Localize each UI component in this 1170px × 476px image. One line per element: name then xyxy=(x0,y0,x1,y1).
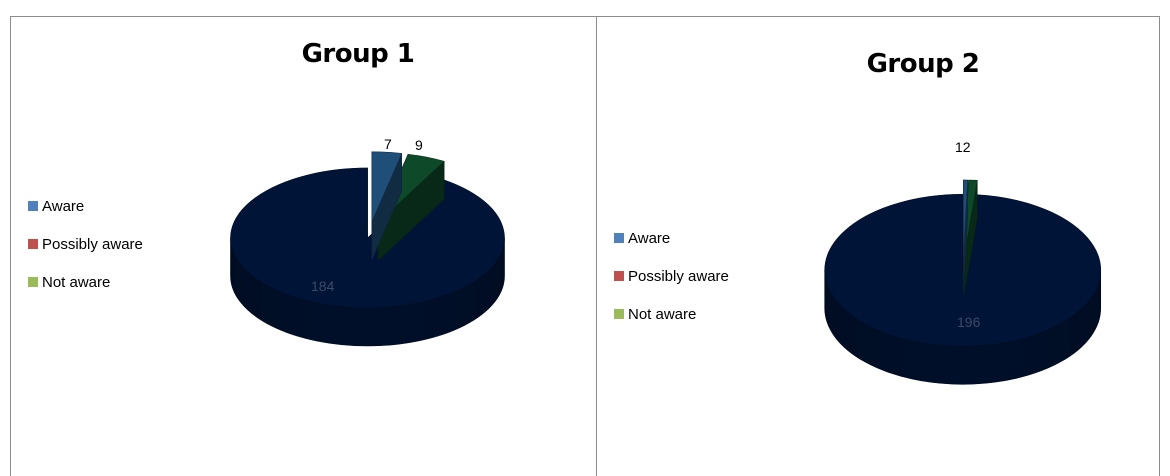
pie-top-face xyxy=(371,151,403,222)
pie-chart-group-2: 196 12 xyxy=(824,139,1102,385)
legend-swatch-aware xyxy=(28,201,38,211)
legend-swatch-possibly-aware xyxy=(28,239,38,249)
pie-data-label: 196 xyxy=(957,314,981,330)
pie-slice-aware xyxy=(963,179,968,295)
pie-data-label: 9 xyxy=(415,137,423,153)
pie-data-label: 12 xyxy=(955,139,971,155)
legend: Aware Possibly aware Not aware xyxy=(28,198,143,312)
pie-wall-shade xyxy=(1048,317,1071,368)
legend-label: Aware xyxy=(628,230,671,247)
legend-item-not-aware: Not aware xyxy=(614,306,729,344)
pie-wall-shade xyxy=(474,268,491,320)
legend-item-aware: Aware xyxy=(28,198,143,236)
pie-wall-shade xyxy=(490,253,502,307)
legend-item-possibly-aware: Possibly aware xyxy=(614,268,729,306)
pie-slice-not-aware xyxy=(824,194,1102,385)
pie-wall-shade xyxy=(838,303,855,356)
pie-wall-shade xyxy=(993,338,1023,383)
pie-data-label: 7 xyxy=(384,136,392,152)
pie-wall-shade xyxy=(308,301,338,345)
legend-swatch-possibly-aware xyxy=(614,271,624,281)
pie-wall-shade xyxy=(962,344,994,385)
pie-wall-shade xyxy=(854,317,877,368)
legend-label: Not aware xyxy=(628,306,697,323)
legend-swatch-aware xyxy=(614,233,624,243)
pie-wall-shade xyxy=(337,306,368,346)
pie-top-face xyxy=(963,179,978,257)
pie-wall-shade xyxy=(1022,329,1049,377)
pie-wall-shade xyxy=(1070,303,1088,356)
pie-top-face xyxy=(963,179,968,257)
pie-wall-shade xyxy=(397,301,427,345)
legend-label: Possibly aware xyxy=(628,268,729,285)
legend-item-not-aware: Not aware xyxy=(28,274,143,312)
pie-wall-shade xyxy=(452,281,475,331)
pie-chart-group-1: 7 9 184 xyxy=(230,136,505,347)
chart-title: Group 2 xyxy=(866,49,980,79)
pie-wall-shade xyxy=(932,344,963,385)
legend-label: Possibly aware xyxy=(42,236,143,253)
pie-wall-shade xyxy=(828,287,839,342)
pie-wall-shade xyxy=(282,292,309,340)
legend: Aware Possibly aware Not aware xyxy=(614,230,729,344)
pie-wall-shade xyxy=(260,281,283,331)
legend-item-possibly-aware: Possibly aware xyxy=(28,236,143,274)
pie-top-face xyxy=(824,194,1102,347)
pie-wall-shade xyxy=(902,338,933,383)
chart-panel-group-1: Group 1 Aware Possibly aware Not aware 7… xyxy=(10,16,597,476)
legend-item-aware: Aware xyxy=(614,230,729,268)
pie-wall-shade xyxy=(367,306,398,346)
legend-label: Aware xyxy=(42,198,85,215)
pie-slice-not-aware xyxy=(230,167,505,347)
pie-data-label: 184 xyxy=(311,278,335,294)
chart-panel-group-2: Group 2 Aware Possibly aware Not aware 1… xyxy=(596,16,1160,476)
legend-swatch-not-aware xyxy=(28,277,38,287)
pie-top-face xyxy=(230,167,505,309)
chart-title: Group 1 xyxy=(301,39,415,69)
pie-slice-aware xyxy=(371,151,403,260)
legend-label: Not aware xyxy=(42,274,111,291)
pie-wall-shade xyxy=(426,292,453,340)
pie-wall-shade xyxy=(244,268,261,320)
pie-wall-shade xyxy=(876,329,903,377)
legend-swatch-not-aware xyxy=(614,309,624,319)
pie-wall-shade xyxy=(233,253,245,307)
